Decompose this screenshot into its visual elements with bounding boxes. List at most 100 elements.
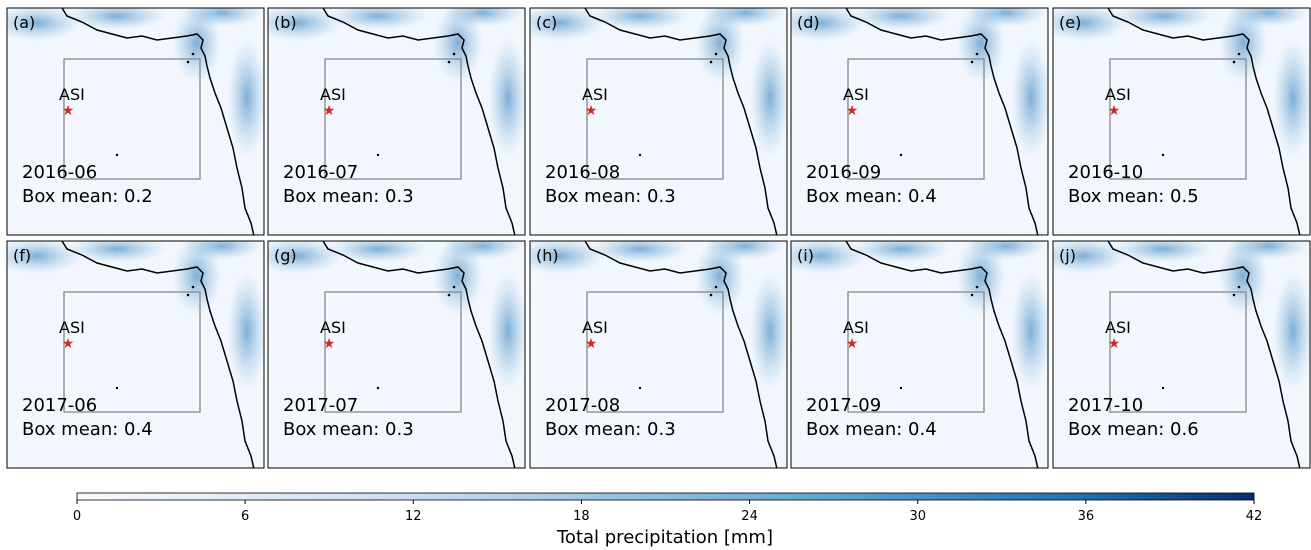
- date-label: 2016-09: [806, 162, 881, 183]
- precip-blob: [956, 241, 1006, 316]
- colorbar-tick-label: 36: [1078, 509, 1095, 524]
- colorbar-ramp: [76, 492, 1255, 501]
- date-label: 2017-07: [283, 395, 358, 416]
- panel-frame: [267, 7, 526, 236]
- precip-blob: [590, 8, 690, 30]
- precip-blob: [1113, 241, 1213, 263]
- station-label: ASI: [1105, 318, 1131, 337]
- colorbar-tick-label: 6: [241, 509, 249, 524]
- panel-frame: [267, 240, 526, 469]
- colorbar-tick-label: 0: [73, 509, 81, 524]
- date-label: 2017-08: [545, 395, 620, 416]
- panel-label: (h): [536, 246, 559, 265]
- precip-shading: [530, 241, 787, 391]
- station-label: ASI: [59, 318, 85, 337]
- box-mean-label: Box mean: 0.3: [283, 419, 414, 440]
- precip-blob: [268, 241, 343, 274]
- precip-blob: [67, 241, 167, 263]
- panel-label: (b): [274, 13, 297, 32]
- precip-blob: [1273, 38, 1310, 158]
- precip-blob: [1228, 8, 1308, 27]
- panel-label: (g): [274, 246, 297, 265]
- colorbar-tick-label: 12: [405, 509, 422, 524]
- precip-blob: [443, 241, 523, 260]
- station-label: ASI: [843, 85, 869, 104]
- station-star: ★: [62, 336, 75, 352]
- precip-blob: [1011, 271, 1048, 391]
- map-panel: ASI★ (b) 2016-07 Box mean: 0.3: [267, 7, 526, 236]
- precip-blob: [182, 8, 262, 27]
- panel-frame: [790, 240, 1049, 469]
- station-star: ★: [585, 336, 598, 352]
- box-mean-label: Box mean: 0.4: [22, 419, 153, 440]
- station-label: ASI: [582, 85, 608, 104]
- map-panel: ASI★ (a) 2016-06 Box mean: 0.2: [6, 7, 265, 236]
- panel-frame: [790, 7, 1049, 236]
- panel-label: (c): [536, 13, 557, 32]
- box-mean-label: Box mean: 0.4: [806, 419, 937, 440]
- date-label: 2016-07: [283, 162, 358, 183]
- precip-blob: [7, 8, 82, 41]
- precip-blob: [1228, 241, 1308, 260]
- precip-blob: [328, 8, 428, 30]
- precip-blob: [705, 8, 785, 27]
- precip-blob: [1218, 241, 1268, 316]
- colorbar-tick-label: 18: [573, 509, 590, 524]
- precip-blob: [695, 8, 745, 83]
- precip-shading: [791, 241, 1048, 391]
- panel-frame: [1052, 7, 1311, 236]
- precip-blob: [67, 8, 167, 30]
- map-panel: ASI★ (f) 2017-06 Box mean: 0.4: [6, 240, 265, 469]
- station-label: ASI: [320, 318, 346, 337]
- precip-shading: [530, 8, 787, 158]
- precip-shading: [1053, 8, 1310, 158]
- precip-blob: [851, 8, 951, 30]
- precip-blob: [851, 241, 951, 263]
- precip-blob: [172, 8, 222, 83]
- station-star: ★: [323, 103, 336, 119]
- precip-blob: [182, 241, 262, 260]
- station-star: ★: [846, 336, 859, 352]
- precip-blob: [750, 38, 787, 158]
- station-label: ASI: [59, 85, 85, 104]
- map-panel: ASI★ (d) 2016-09 Box mean: 0.4: [790, 7, 1049, 236]
- precip-shading: [268, 8, 525, 158]
- station-star: ★: [323, 336, 336, 352]
- map-panel: ASI★ (i) 2017-09 Box mean: 0.4: [790, 240, 1049, 469]
- study-box: [63, 291, 201, 413]
- precip-blob: [227, 271, 264, 391]
- precip-blob: [590, 241, 690, 263]
- precip-blob: [705, 241, 785, 260]
- station-star: ★: [62, 103, 75, 119]
- colorbar-tick-label: 30: [909, 509, 926, 524]
- box-mean-label: Box mean: 0.5: [1068, 186, 1199, 207]
- study-box: [324, 291, 462, 413]
- study-box: [847, 291, 985, 413]
- panel-frame: [529, 240, 788, 469]
- panel-frame: [529, 7, 788, 236]
- study-box: [324, 58, 462, 180]
- panel-label: (a): [13, 13, 35, 32]
- map-panel: ASI★ (e) 2016-10 Box mean: 0.5: [1052, 7, 1311, 236]
- panel-label: (d): [797, 13, 820, 32]
- date-label: 2016-06: [22, 162, 97, 183]
- precip-blob: [1273, 271, 1310, 391]
- precip-blob: [1113, 8, 1213, 30]
- panel-frame: [1052, 240, 1311, 469]
- precip-blob: [488, 271, 525, 391]
- date-label: 2017-09: [806, 395, 881, 416]
- precip-blob: [966, 241, 1046, 260]
- precip-blob: [328, 241, 428, 263]
- precip-blob: [227, 38, 264, 158]
- box-mean-label: Box mean: 0.3: [545, 186, 676, 207]
- study-box: [586, 58, 724, 180]
- precip-blob: [530, 241, 605, 274]
- station-label: ASI: [843, 318, 869, 337]
- precip-blob: [530, 8, 605, 41]
- colorbar-tick-label: 42: [1246, 509, 1263, 524]
- station-star: ★: [1108, 103, 1121, 119]
- precip-blob: [1011, 38, 1048, 158]
- precip-shading: [791, 8, 1048, 158]
